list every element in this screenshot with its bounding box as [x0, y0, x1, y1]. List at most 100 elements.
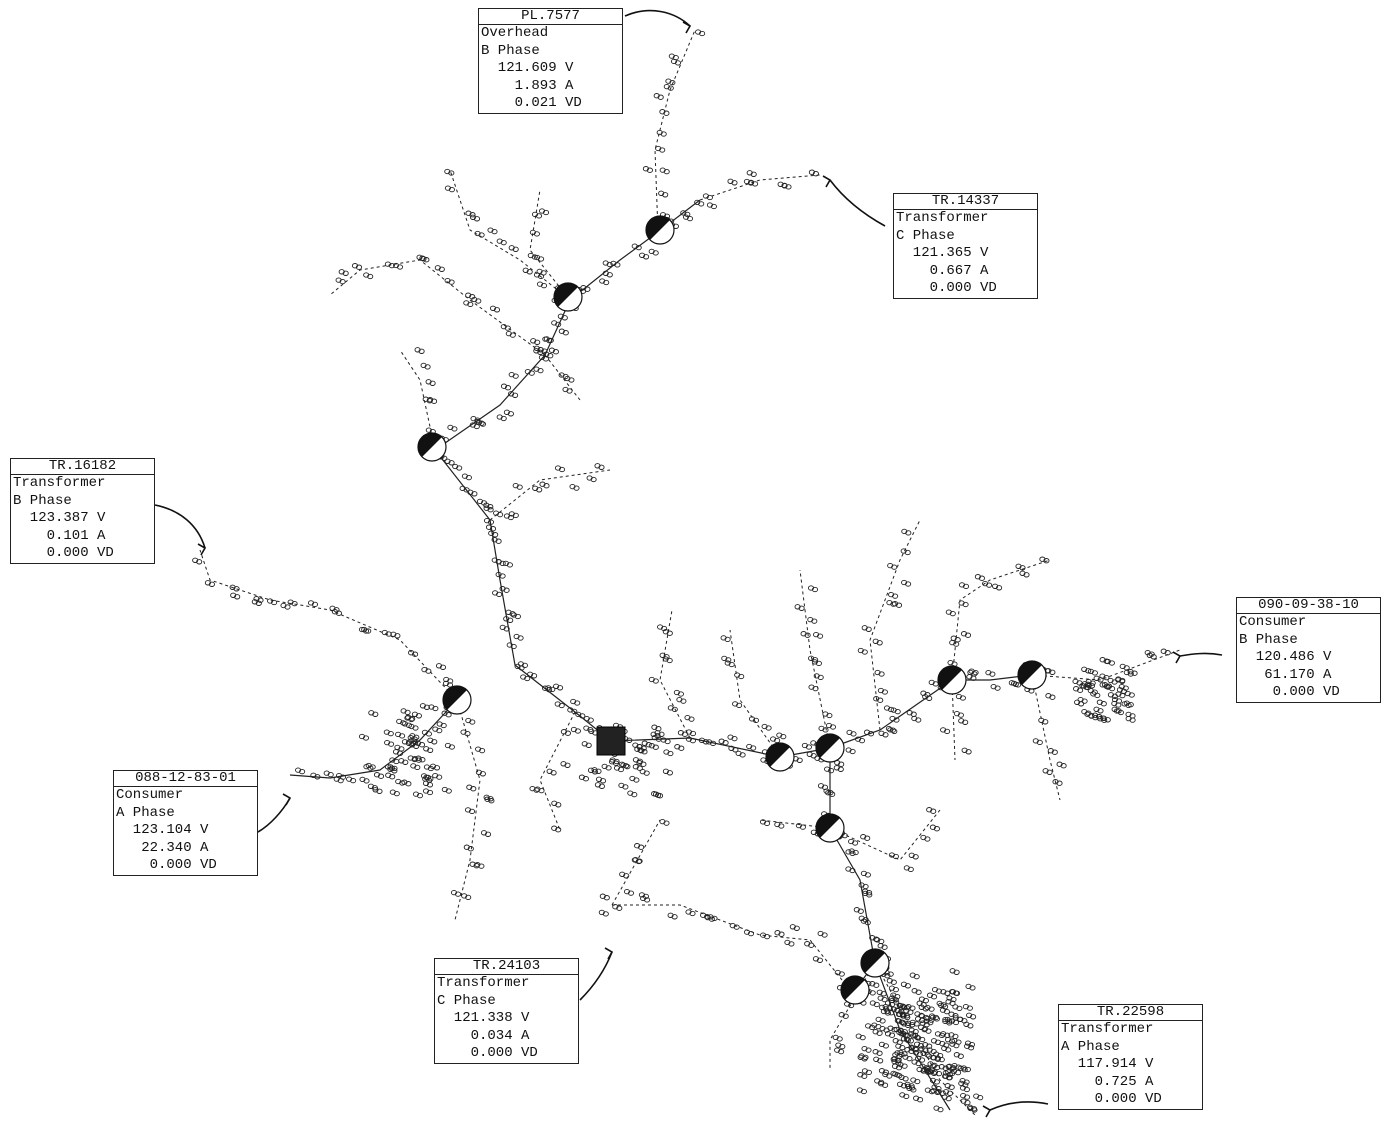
consumer-node [623, 873, 630, 879]
callout-voltage: 123.104 V [132, 822, 209, 839]
consumer-node [454, 891, 462, 897]
consumer-node [652, 250, 659, 256]
consumer-node [949, 610, 956, 617]
consumer-node [778, 931, 785, 937]
consumer-node [925, 1028, 932, 1034]
consumer-node [884, 973, 891, 979]
consumer-node [877, 1058, 884, 1064]
callout-arrow [829, 179, 886, 227]
consumer-node [937, 1106, 944, 1113]
branch-line [1031, 649, 1181, 681]
trunk-line [434, 199, 701, 742]
consumer-node [355, 264, 363, 270]
consumer-node [531, 254, 538, 260]
consumer-node [431, 398, 438, 404]
consumer-node [906, 1055, 913, 1062]
consumer-node [1043, 558, 1050, 564]
arrow-head [682, 21, 692, 34]
consumer-node [903, 1004, 910, 1011]
consumer-node [915, 989, 922, 995]
consumer-node [574, 728, 581, 734]
callout-voltage: 120.486 V [1255, 649, 1332, 666]
consumer-node [944, 728, 951, 735]
consumer-node [1088, 713, 1095, 719]
consumer-node [475, 298, 482, 304]
consumer-node [438, 266, 445, 272]
consumer-node [552, 349, 559, 355]
consumer-node [904, 1022, 912, 1028]
consumer-node [861, 1073, 868, 1079]
consumer-node [537, 349, 544, 355]
consumer-node [966, 1005, 973, 1011]
consumer-node [882, 732, 889, 738]
consumer-node [1036, 739, 1043, 746]
consumer-node [479, 771, 486, 777]
consumer-node [938, 1056, 945, 1063]
consumer-node [1094, 692, 1101, 699]
consumer-node [959, 695, 966, 701]
consumer-node [1049, 669, 1056, 675]
callout-phase: B Phase [1239, 631, 1298, 648]
consumer-node [793, 925, 800, 931]
consumer-node [956, 1005, 963, 1012]
callout-phase: B Phase [481, 42, 540, 59]
consumer-node [923, 1021, 930, 1028]
consumer-node [878, 1079, 885, 1086]
consumer-node [722, 740, 729, 746]
consumer-node [747, 930, 755, 937]
consumer-node [876, 640, 883, 646]
consumer-node [564, 762, 571, 768]
consumer-node [506, 562, 513, 568]
consumer-node [877, 697, 884, 703]
consumer-node [895, 602, 903, 608]
consumer-node [1150, 654, 1157, 660]
consumer-node [388, 262, 395, 269]
callout-drop: 0.000 VD [149, 857, 217, 874]
callout-phase: A Phase [116, 804, 175, 821]
consumer-node [873, 982, 880, 988]
callout-voltage: 121.365 V [912, 245, 989, 262]
callout-voltage: 123.387 V [29, 510, 106, 527]
consumer-node [838, 971, 845, 977]
consumer-node [903, 1093, 910, 1100]
consumer-node [365, 628, 372, 634]
callout-id: TR.16182 [11, 459, 154, 475]
consumer-node [1103, 674, 1110, 681]
consumer-node [669, 79, 676, 86]
consumer-node [926, 695, 933, 701]
consumer-node [1060, 763, 1067, 769]
consumer-node [752, 717, 760, 724]
consumer-node [635, 858, 642, 865]
consumer-node [638, 844, 645, 850]
branch-line [612, 904, 851, 991]
consumer-node [337, 777, 344, 784]
consumer-node [919, 1057, 926, 1063]
consumer-node [468, 808, 476, 815]
consumer-node [497, 511, 504, 518]
consumer-node [616, 905, 623, 911]
consumer-node [413, 734, 420, 740]
consumer-node [549, 686, 556, 693]
consumer-node [907, 866, 914, 873]
consumer-node [652, 678, 659, 684]
consumer-node [914, 1078, 921, 1085]
consumer-node [930, 994, 938, 1000]
callout-drop: 0.000 VD [1094, 1091, 1162, 1108]
consumer-node [311, 601, 319, 608]
consumer-node [504, 325, 511, 331]
consumer-node [631, 791, 638, 798]
consumer-node [503, 587, 510, 593]
consumer-node [1046, 769, 1053, 775]
consumer-node [935, 1070, 943, 1077]
branch-line [799, 569, 831, 749]
consumer-node [671, 706, 678, 713]
consumer-node [464, 730, 471, 737]
consumer-node [448, 460, 455, 466]
consumer-node [933, 1016, 940, 1022]
consumer-node [704, 914, 711, 920]
branch-line [951, 559, 1051, 681]
consumer-node [507, 411, 514, 417]
consumer-node [411, 756, 418, 763]
consumer-node [1097, 708, 1104, 714]
consumer-node [561, 315, 568, 321]
